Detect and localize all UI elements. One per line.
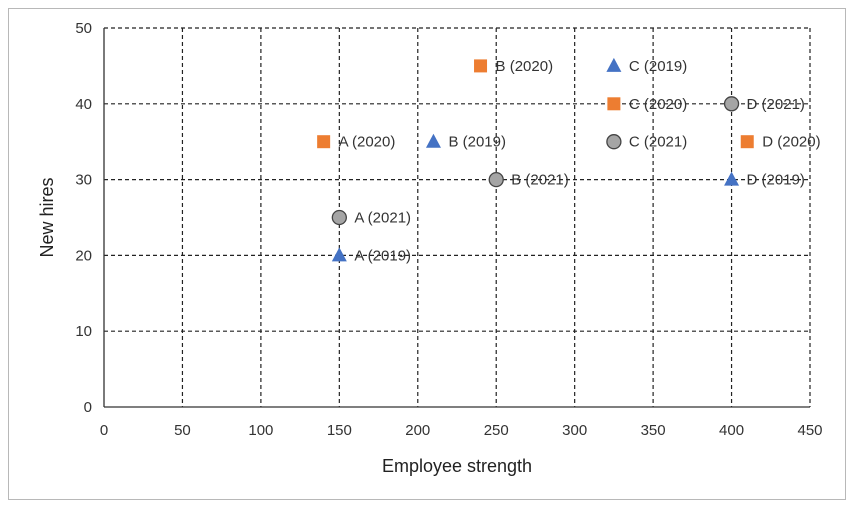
x-tick-label: 0 xyxy=(100,422,108,439)
circle-marker xyxy=(723,96,740,112)
triangle-marker xyxy=(606,57,622,72)
y-tick-label: 50 xyxy=(75,20,92,37)
square-marker xyxy=(607,97,621,111)
point-label: D (2021) xyxy=(747,96,805,113)
circle-marker xyxy=(331,209,347,226)
data-point: D (2021) xyxy=(723,96,805,113)
point-label: A (2020) xyxy=(339,134,396,151)
y-tick-label: 30 xyxy=(75,172,92,189)
x-tick-label: 250 xyxy=(484,422,509,439)
point-label: A (2021) xyxy=(354,210,411,227)
square-marker xyxy=(474,59,488,73)
data-point: A (2020) xyxy=(317,134,395,151)
circle-marker xyxy=(488,171,504,188)
tick-labels: 0 50 100 150 200 250 300 350 400 450 0 10 20 30 40 50 xyxy=(75,20,822,439)
circle-marker xyxy=(606,134,622,150)
point-label: B (2021) xyxy=(511,172,569,189)
data-point: D (2020) xyxy=(740,134,821,151)
triangle-marker xyxy=(724,171,740,186)
axes xyxy=(103,28,810,408)
y-tick-label: 0 xyxy=(84,399,92,416)
x-axis-title: Employee strength xyxy=(382,456,532,476)
data-point: C (2020) xyxy=(607,96,687,113)
point-label: B (2019) xyxy=(448,134,506,151)
square-marker xyxy=(740,135,754,149)
data-point: D (2019) xyxy=(724,171,805,189)
data-points: A (2019) B (2019) C (2019) D (2019) A (2020)… xyxy=(317,57,821,264)
chart-frame xyxy=(8,8,846,500)
y-tick-label: 40 xyxy=(75,96,92,113)
triangle-marker xyxy=(425,133,441,148)
data-point: B (2021) xyxy=(488,171,569,189)
point-label: A (2019) xyxy=(354,247,411,264)
data-point: A (2021) xyxy=(331,209,411,227)
x-tick-label: 300 xyxy=(562,422,587,439)
grid xyxy=(104,27,811,407)
x-tick-label: 50 xyxy=(174,422,191,439)
y-tick-label: 10 xyxy=(75,323,92,340)
data-point: B (2020) xyxy=(474,58,553,75)
data-point: C (2019) xyxy=(606,57,687,75)
point-label: D (2020) xyxy=(762,134,820,151)
data-point: A (2019) xyxy=(331,247,411,264)
x-tick-label: 350 xyxy=(641,422,666,439)
point-label: C (2019) xyxy=(629,58,687,75)
x-tick-label: 450 xyxy=(797,422,822,439)
x-tick-label: 100 xyxy=(248,422,273,439)
triangle-marker xyxy=(331,247,347,262)
data-point: C (2021) xyxy=(606,134,687,151)
point-label: D (2019) xyxy=(747,172,805,189)
x-tick-label: 150 xyxy=(327,422,352,439)
y-axis-title: New hires xyxy=(37,177,57,257)
x-tick-label: 400 xyxy=(719,422,744,439)
x-tick-label: 200 xyxy=(405,422,430,439)
square-marker xyxy=(317,135,331,149)
point-label: C (2020) xyxy=(629,96,687,113)
data-point: B (2019) xyxy=(425,133,506,151)
point-label: B (2020) xyxy=(496,58,554,75)
point-label: C (2021) xyxy=(629,134,687,151)
y-tick-label: 20 xyxy=(75,247,92,264)
